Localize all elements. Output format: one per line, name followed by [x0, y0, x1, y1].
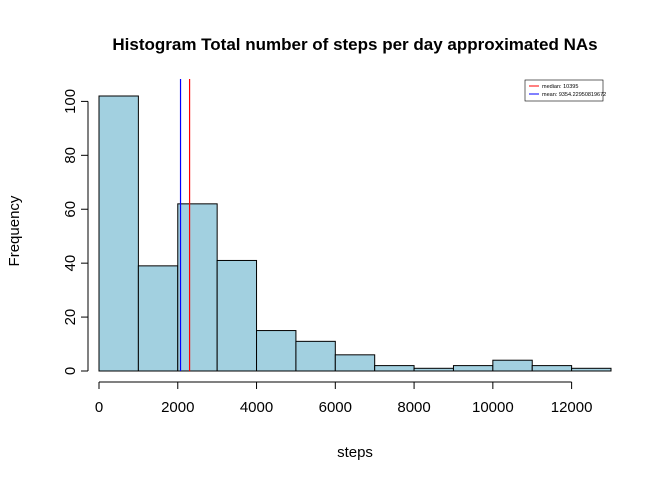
- histogram-bar: [531, 365, 573, 372]
- x-tick-label: 6000: [319, 399, 352, 416]
- histogram-bar: [452, 365, 494, 372]
- x-tick-label: 12000: [551, 399, 593, 416]
- x-tick-label: 4000: [240, 399, 273, 416]
- x-axis: 0 2000 4000 6000 8000 10000 12000: [95, 381, 593, 416]
- x-tick-label: 10000: [472, 399, 514, 416]
- y-axis-label: Frequency: [6, 195, 23, 266]
- histogram-bar: [571, 367, 612, 372]
- histogram-bar: [334, 354, 376, 372]
- legend-entry: median: 10395: [542, 84, 578, 90]
- histogram-bar: [98, 95, 139, 372]
- y-tick-label: 40: [62, 255, 79, 272]
- chart-title: Histogram Total number of steps per day …: [112, 35, 597, 54]
- reference-lines: [179, 79, 191, 371]
- y-axis: 0 20 40 60 80 100: [62, 89, 89, 375]
- histogram-bar: [256, 330, 297, 372]
- histogram-bar: [413, 367, 454, 372]
- x-tick-label: 0: [95, 399, 103, 416]
- legend-box: [524, 79, 604, 102]
- x-tick-label: 8000: [397, 399, 430, 416]
- y-tick-label: 0: [62, 367, 79, 375]
- histogram-bar: [216, 259, 258, 372]
- histogram-bar: [177, 203, 218, 372]
- histogram-bar: [295, 340, 336, 372]
- x-tick-label: 2000: [161, 399, 194, 416]
- histogram-bar: [137, 265, 179, 372]
- y-tick-label: 100: [62, 89, 79, 114]
- legend: median: 10395 mean: 9354.22950819672: [524, 79, 606, 102]
- histogram-bar: [374, 365, 415, 372]
- histogram-bar: [492, 359, 533, 372]
- y-tick-label: 20: [62, 309, 79, 326]
- y-tick-label: 80: [62, 147, 79, 164]
- y-tick-label: 60: [62, 201, 79, 218]
- x-axis-label: steps: [337, 444, 373, 461]
- histogram-bars: [98, 95, 612, 372]
- legend-entry: mean: 9354.22950819672: [542, 92, 606, 98]
